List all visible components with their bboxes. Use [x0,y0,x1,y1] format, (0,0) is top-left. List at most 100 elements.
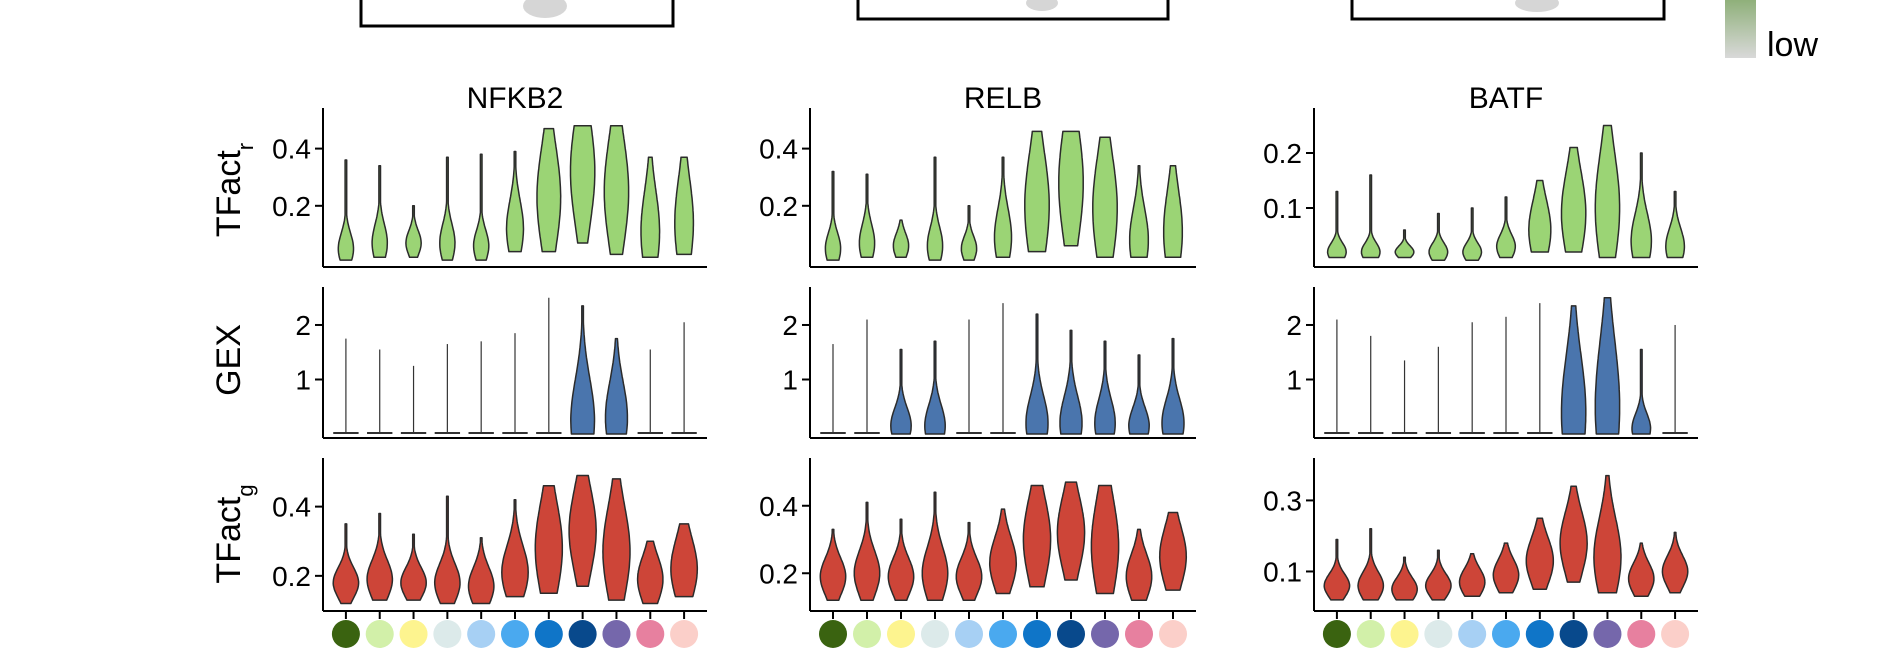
violin-mark [1428,212,1449,262]
y-tick-label: 0.2 [272,191,311,222]
y-tick-label: 0.1 [1263,193,1302,224]
violin-mark [640,156,661,259]
cluster-color-dot [1125,620,1153,648]
cluster-color-dot [1661,620,1690,648]
umap-frame-batf [1350,0,1666,21]
violin-mark [405,205,422,259]
cluster-color-dot [636,620,665,648]
row-labels: TFactr GEX TFactg [210,143,258,584]
row-label-2: GEX [210,324,248,396]
violin-mark [1025,313,1049,435]
violin-mark [1058,130,1084,247]
violin-mark [1630,152,1653,259]
y-tick-label: 0.4 [272,492,311,523]
violin-mark [1162,165,1184,259]
cluster-color-dot [1322,620,1351,648]
violin-mark [924,340,946,435]
violin-mark [337,159,355,261]
cluster-color-dot [602,620,631,648]
cluster-color-dot [568,620,597,648]
violin-mark [400,533,427,601]
violin-mark [824,170,842,261]
violin-panel-6: 12 [1286,287,1698,439]
cluster-color-dot [1458,620,1487,648]
violin-mark [1092,136,1118,259]
violin-mark [366,512,394,601]
cluster-color-legend [331,620,1690,648]
violin-mark [604,337,629,435]
cluster-color-dot [1492,620,1520,648]
violin-mark [1323,538,1351,601]
y-tick-label: 2 [295,310,311,341]
violin-mark [1022,484,1052,588]
violin-mark [602,478,631,601]
violin-mark [1326,190,1347,259]
violin-mark [636,540,664,605]
cluster-color-dot [1057,620,1085,648]
violin-mark [926,156,944,261]
violin-mark [1128,354,1150,435]
violin-mark [1560,305,1587,435]
y-tick-label: 0.1 [1263,556,1302,587]
violin-mark [1360,174,1381,259]
violin-mark [993,156,1013,259]
violin-mark [1158,511,1188,591]
violin-mark [505,150,525,253]
y-tick-label: 0.4 [759,491,798,522]
umap-points-batf [1515,0,1559,12]
panel-title: NFKB2 [467,82,564,115]
panel-title: RELB [964,82,1042,115]
violin-mark [1594,124,1621,259]
umap-points-nfkb2 [523,0,567,18]
color-legend: low [1725,0,1818,64]
violin-mark [433,495,461,605]
umap-frame-relb [856,0,1170,21]
violin-mark [1094,340,1116,435]
y-tick-label: 2 [782,310,798,341]
violin-mark [1528,179,1552,253]
violin-mark [1357,528,1385,601]
violin-mark [1394,229,1415,259]
violin-panel-8: 0.2 0.4 [759,458,1196,619]
y-tick-label: 0.2 [759,191,798,222]
violin-mark [569,124,596,244]
y-tick-label: 0.4 [759,134,798,165]
violin-mark [467,537,495,605]
violin-mark [1661,531,1689,594]
cluster-color-dot [1356,620,1385,648]
cluster-color-dot [1424,620,1453,648]
violin-mark [960,205,978,261]
cluster-color-dot [1023,620,1051,648]
panel-title: BATF [1469,82,1543,115]
y-tick-label: 2 [1286,310,1302,341]
y-tick-label: 0.4 [272,134,311,165]
violin-mark [1631,348,1652,435]
violin-mark [670,523,699,598]
cluster-color-dot [955,620,983,648]
violin-mark [536,127,562,253]
violin-mark [819,528,847,602]
cluster-color-dot [534,620,563,648]
y-tick-label: 1 [1286,364,1302,395]
violin-mark [1128,165,1150,259]
cluster-color-dot [1390,620,1419,648]
violin-mark [988,508,1018,595]
cluster-color-dot [331,620,360,648]
y-tick-label: 0.2 [272,561,311,592]
y-tick-label: 1 [295,364,311,395]
violin-mark [1024,130,1050,253]
legend-colorbar [1725,0,1756,58]
y-tick-label: 0.3 [1263,485,1302,516]
cluster-color-dot [1593,620,1622,648]
cluster-color-dot [1559,620,1588,648]
cluster-color-dot [467,620,496,648]
violin-mark [1391,556,1418,601]
violin-mark [1056,481,1086,581]
violin-mark [439,156,456,261]
cluster-color-dot [1091,620,1119,648]
row-label-1: TFactr [210,143,258,237]
violin-mark [1458,552,1486,598]
cluster-color-dot [921,620,949,648]
violin-mark [1090,484,1120,595]
